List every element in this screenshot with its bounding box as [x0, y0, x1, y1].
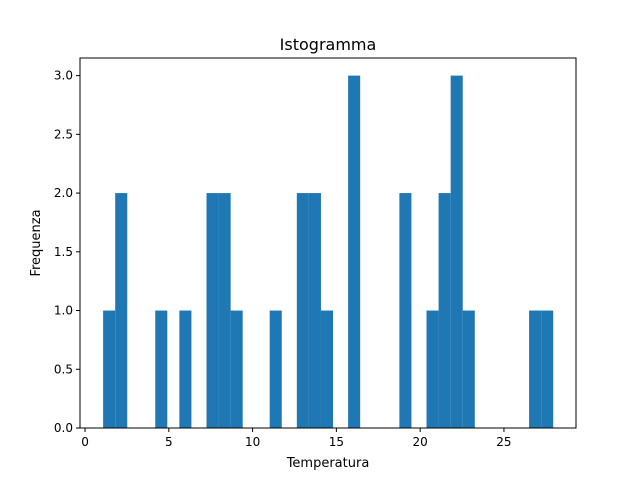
y-tick-label: 1.5	[54, 245, 73, 259]
histogram-bar	[438, 193, 451, 428]
histogram-bar	[218, 193, 231, 428]
y-tick-label: 1.0	[54, 304, 73, 318]
histogram-bar	[308, 193, 321, 428]
histogram-bar	[348, 75, 361, 429]
y-tick-label: 3.0	[54, 69, 73, 83]
plot-frame	[79, 57, 577, 429]
histogram-bar	[155, 310, 168, 428]
histogram-bar	[320, 310, 334, 428]
x-axis-label: Temperatura	[286, 456, 370, 471]
histogram-bar	[399, 193, 412, 428]
histogram-bar	[230, 310, 243, 428]
histogram-bar	[462, 310, 475, 428]
x-tick-label: 10	[245, 435, 260, 449]
y-tick-label: 0.0	[54, 421, 73, 435]
x-tick-label: 0	[81, 435, 89, 449]
histogram-bar	[541, 310, 554, 428]
y-axis-label: Frequenza	[29, 209, 44, 276]
x-tick-label: 25	[496, 435, 511, 449]
histogram-bar	[269, 310, 282, 428]
histogram-bar	[179, 310, 192, 428]
histogram-bar	[206, 193, 219, 428]
y-tick-label: 2.0	[54, 186, 73, 200]
x-tick-label: 15	[329, 435, 344, 449]
histogram-bar	[103, 310, 116, 428]
y-tick-label: 0.5	[54, 362, 73, 376]
chart-title: Istogramma	[280, 35, 377, 54]
bars-group	[103, 75, 554, 429]
y-tick-label: 2.5	[54, 127, 73, 141]
y-ticks-group: 0.0 0.5 1.0 1.5 2.0 2.5 3.0	[54, 69, 80, 435]
histogram-bar	[426, 310, 439, 428]
x-ticks-group: 0 5 10 15 20 25	[81, 428, 512, 449]
x-tick-label: 20	[413, 435, 428, 449]
x-tick-label: 5	[165, 435, 173, 449]
histogram-bar	[115, 193, 128, 428]
histogram-bar	[529, 310, 542, 428]
histogram-bar	[450, 75, 463, 429]
histogram-bar	[296, 193, 309, 428]
